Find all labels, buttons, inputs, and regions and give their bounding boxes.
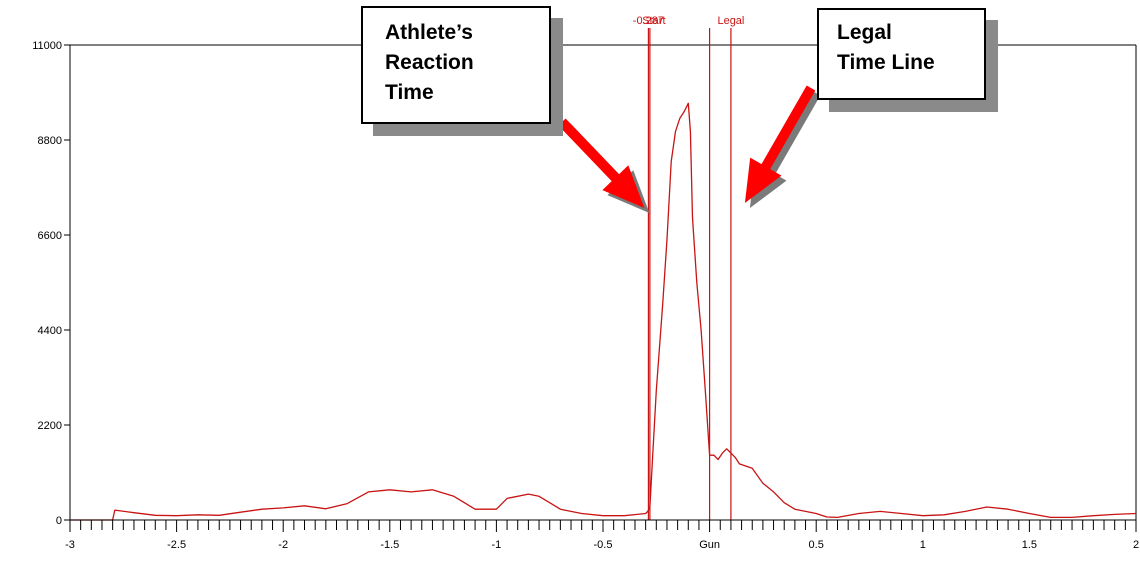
x-tick-label: -1 [492,539,502,551]
series-layer [70,102,1137,521]
x-tick-label: -0.5 [594,539,613,551]
y-tick-label: 8800 [38,135,62,147]
y-tick-label: 4400 [38,325,62,337]
force-series-line [70,102,1137,521]
y-tick-label: 6600 [38,230,62,242]
callout-line: Reaction [385,51,474,74]
x-tick-label: -1.5 [380,539,399,551]
x-tick-label: -2.5 [167,539,186,551]
marker-label: -0.287 [633,15,664,27]
x-tick-label: 1.5 [1022,539,1037,551]
annotation-arrows [558,85,821,213]
axes: 0 2200 4400 6600 8800 11000 -3 -2.5 -2 -1.5 -1 -0.5… [32,40,1139,551]
callout-line: Legal [837,21,892,44]
marker-label: Start [642,15,665,27]
y-tick-label: 0 [56,515,62,527]
legal-time-line-callout: Legal Time Line [817,8,986,100]
x-tick-label: 0.5 [809,539,824,551]
callout-line: Athlete’s [385,21,473,44]
athlete-reaction-time-callout: Athlete’s Reaction Time [361,6,551,124]
x-tick-label: 2 [1133,539,1139,551]
athlete-reaction-arrow [558,118,650,213]
legal-time-line-arrow [744,85,821,208]
x-tick-label: -3 [65,539,75,551]
marker-label: Legal [717,15,744,27]
plot-frame [70,44,1137,520]
y-tick-label: 11000 [32,40,62,52]
x-tick-label: Gun [699,539,720,551]
y-tick-label: 2200 [38,420,62,432]
arrow-shape [744,85,816,203]
callout-line: Time [385,81,434,104]
x-tick-label: -2 [278,539,288,551]
arrow-shape [558,118,645,208]
x-tick-label: 1 [920,539,926,551]
callout-line: Time Line [837,51,935,74]
